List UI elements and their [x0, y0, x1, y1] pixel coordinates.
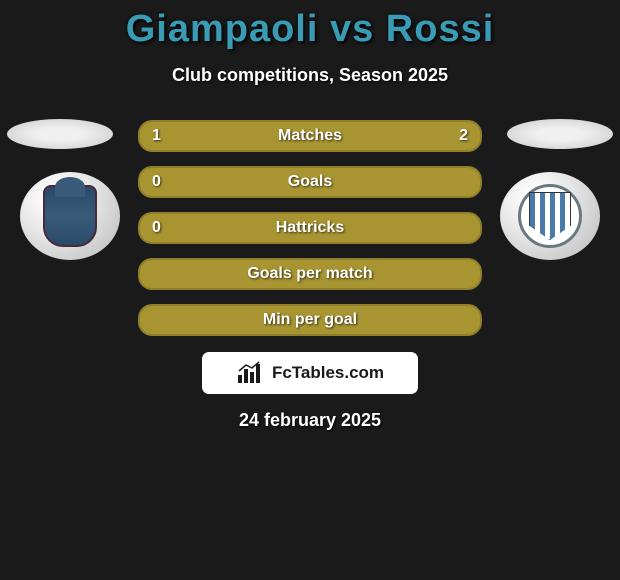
stat-value-left: 0 — [152, 219, 161, 237]
stat-bar: 0 Hattricks — [138, 212, 482, 244]
stat-label: Min per goal — [263, 311, 357, 329]
stat-label: Goals per match — [247, 265, 372, 283]
brand-logo-text: FcTables.com — [272, 363, 384, 383]
stat-bar: Min per goal — [138, 304, 482, 336]
stat-bar: Goals per match — [138, 258, 482, 290]
player-left-placeholder — [7, 119, 113, 149]
page-title: Giampaoli vs Rossi — [0, 0, 620, 51]
stat-label: Matches — [278, 127, 342, 145]
page-subtitle: Club competitions, Season 2025 — [0, 65, 620, 86]
player-right-placeholder — [507, 119, 613, 149]
stat-label: Goals — [288, 173, 332, 191]
crest-shield-icon — [529, 192, 571, 240]
crest-emblem-right — [518, 184, 582, 248]
club-crest-left — [20, 172, 120, 260]
footer-date: 24 february 2025 — [239, 410, 381, 431]
bar-chart-icon — [236, 361, 264, 385]
stat-label: Hattricks — [276, 219, 344, 237]
stat-bar: 0 Goals — [138, 166, 482, 198]
stat-value-right: 2 — [459, 127, 468, 145]
stat-value-left: 1 — [152, 127, 161, 145]
stat-bars-container: 1 Matches 2 0 Goals 0 Hattricks Goals per match… — [138, 120, 482, 350]
brand-logo: FcTables.com — [202, 352, 418, 394]
crest-emblem-left — [43, 185, 97, 247]
stat-value-left: 0 — [152, 173, 161, 191]
stat-bar: 1 Matches 2 — [138, 120, 482, 152]
club-crest-right — [500, 172, 600, 260]
